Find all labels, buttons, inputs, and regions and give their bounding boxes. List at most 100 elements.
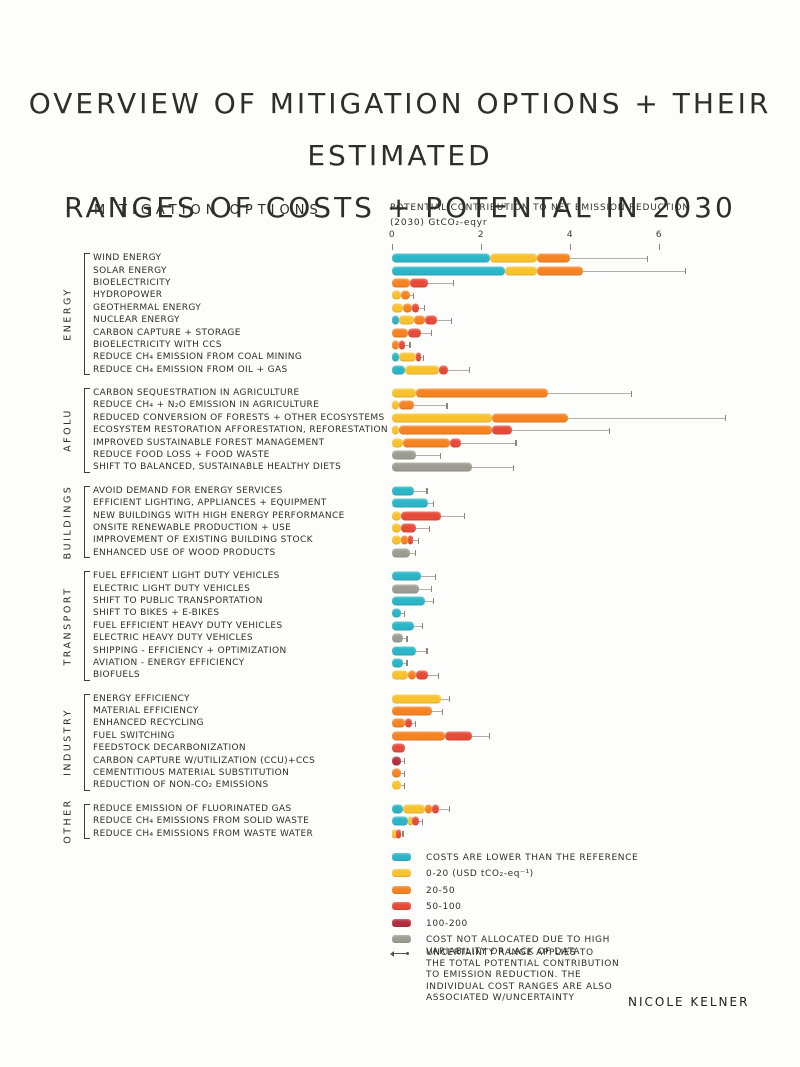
row-label: HYDROPOWER [93,290,163,301]
mitigation-row: FUEL EFFICIENT LIGHT DUTY VEHICLES [0,570,800,582]
mitigation-row: AVOID DEMAND FOR ENERGY SERVICES [0,485,800,497]
bar-segment-c50_100 [425,315,437,325]
uncertainty-whisker [420,573,437,580]
legend-item: 50-100 [392,901,772,913]
bar-segment-c20_50 [398,425,493,435]
mitigation-row: REDUCE CH₄ EMISSION FROM OIL + GAS [0,364,800,376]
row-label: REDUCED CONVERSION OF FORESTS + OTHER EC… [93,412,385,423]
x-axis-tick-label: 0 [388,230,396,240]
row-label: BIOFUELS [93,670,140,681]
mitigation-row: ENERGY EFFICIENCY [0,693,800,705]
uncertainty-whisker [416,648,428,655]
row-label: CEMENTITIOUS MATERIAL SUBSTITUTION [93,768,290,779]
uncertainty-whisker [416,525,431,532]
row-label: REDUCE CH₄ EMISSION FROM OIL + GAS [93,364,288,375]
section-buildings: BUILDINGS AVOID DEMAND FOR ENERGY SERVICE… [0,484,800,559]
uncertainty-whisker [400,770,406,777]
legend-label: COSTS ARE LOWER THAN THE REFERENCE [426,853,639,863]
legend-item: COST NOT ALLOCATED DUE TO HIGH VARIABILI… [392,934,772,958]
row-label: REDUCTION OF NON-CO₂ EMISSIONS [93,780,269,791]
bar-segment-c20_50 [492,413,568,423]
bar-segment-c50_100 [412,816,419,826]
mitigation-row: FUEL SWITCHING [0,730,800,742]
x-axis-tick-mark [392,244,393,250]
bar-segment-c20_50 [407,670,417,680]
bar-segment-c0_20 [392,290,401,300]
bar-segment-reference [392,365,406,375]
bar-segment-c50_100 [396,829,402,839]
bar-segment-c20_50 [398,400,415,410]
x-axis-tick-mark [659,244,660,250]
bar-segment-c0_20 [392,425,399,435]
row-label: FEEDSTOCK DECARBONIZATION [93,743,246,754]
section-bracket [84,485,90,558]
bar-segment-reference [392,816,408,826]
uncertainty-whisker [583,268,687,275]
uncertainty-whisker [440,696,450,703]
bar-segment-c0_20 [398,352,417,362]
uncertainty-footnote-text: UNCERTAINTY RANGE APPLIES TO THE TOTAL P… [426,948,620,1003]
uncertainty-whisker [447,367,471,374]
bar-segment-c20_50 [400,290,410,300]
mitigation-chart: ENERGY WIND ENERGY SOLAR ENERGY BIOELECTRIC… [0,252,800,851]
bar-segment-c0_20 [392,829,397,839]
mitigation-row: GEOTHERMAL ENERGY [0,302,800,314]
row-label: ELECTRIC HEAVY DUTY VEHICLES [93,633,253,644]
uncertainty-whisker [427,672,439,679]
bar-segment-c50_100 [407,535,413,545]
uncertainty-whisker [405,342,412,349]
bar-segment-not_allocated [392,584,419,594]
uncertainty-whisker [412,720,417,727]
legend-item: 0-20 (USD tCO₂-eq⁻¹) [392,868,772,880]
row-label: CARBON SEQUESTRATION IN AGRICULTURE [93,388,300,399]
row-label: ENHANCED RECYCLING [93,718,204,729]
legend-swatch-c100_200 [392,918,411,927]
mitigation-row: SOLAR ENERGY [0,264,800,276]
bar-segment-c20_50 [400,535,408,545]
bar-segment-c20_50 [416,388,548,398]
bar-segment-c50_100 [400,511,441,521]
bar-segment-c20_50 [392,768,401,778]
row-label: FUEL EFFICIENT HEAVY DUTY VEHICLES [93,620,283,631]
uncertainty-whisker [512,427,611,434]
uncertainty-whisker [438,806,450,813]
x-axis-tick-label: 6 [655,230,663,240]
uncertainty-whisker [427,500,435,507]
mitigation-row: SHIFT TO BALANCED, SUSTAINABLE HEALTHY D… [0,461,800,473]
uncertainty-whisker [414,488,428,495]
bar-segment-c100_200 [392,756,401,766]
uncertainty-whisker [472,733,490,740]
mitigation-row: CEMENTITIOUS MATERIAL SUBSTITUTION [0,767,800,779]
bar-segment-c0_20 [392,670,408,680]
cost-legend: COSTS ARE LOWER THAN THE REFERENCE 0-20 (… [392,852,772,963]
mitigation-row: REDUCE CH₄ EMISSION FROM COAL MINING [0,351,800,363]
bar-segment-c0_20 [392,388,417,398]
legend-item: COSTS ARE LOWER THAN THE REFERENCE [392,852,772,864]
bar-segment-reference [392,315,399,325]
bar-segment-c20_50 [392,718,406,728]
bar-segment-c0_20 [392,438,404,448]
section-bracket [84,570,90,681]
x-axis-tick-mark [570,244,571,250]
bar-segment-reference [392,498,428,508]
uncertainty-whisker [414,623,424,630]
bar-segment-reference [392,266,506,276]
bar-segment-c0_20 [392,511,401,521]
row-label: SHIPPING - EFFICIENCY + OPTIMIZATION [93,645,287,656]
row-label: EFFICIENT LIGHTING, APPLIANCES + EQUIPME… [93,498,327,509]
bar-segment-c0_20 [392,413,493,423]
uncertainty-whisker [400,610,406,617]
uncertainty-whisker [400,758,406,765]
mitigation-row: BIOFUELS [0,669,800,681]
legend-label: 20-50 [426,885,456,896]
legend-swatch-c0_20 [392,869,411,878]
row-label: AVOID DEMAND FOR ENERGY SERVICES [93,485,283,496]
mitigation-row: ELECTRIC LIGHT DUTY VEHICLES [0,582,800,594]
section-other: OTHER REDUCE EMISSION OF FLUORINATED GAS R… [0,798,800,844]
section-bracket [84,693,90,791]
artist-signature: NICOLE KELNER [628,995,750,1009]
row-label: WIND ENERGY [93,253,162,264]
bar-segment-c0_20 [392,535,401,545]
legend-item: 20-50 [392,885,772,897]
legend-label: COST NOT ALLOCATED DUE TO HIGH VARIABILI… [426,934,610,958]
